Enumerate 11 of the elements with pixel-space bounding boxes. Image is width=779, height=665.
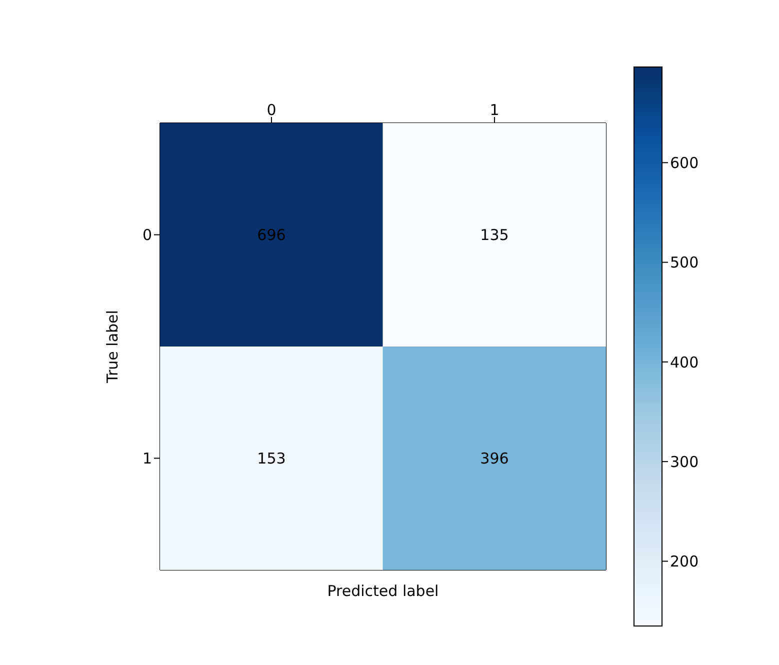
color-bar-label: 600 [670,154,699,172]
data-label: 135 [480,226,509,244]
data-label: 696 [257,226,286,244]
data-label: 396 [480,449,509,468]
x-axis-title: Predicted label [327,582,439,600]
color-bar-label: 500 [670,254,699,272]
color-bar-label: 400 [670,353,699,372]
color-bar-label: 300 [670,452,699,471]
data-label: 153 [257,449,286,468]
color-bar-label: 200 [670,552,699,571]
y-axis-title: True label [103,310,122,384]
